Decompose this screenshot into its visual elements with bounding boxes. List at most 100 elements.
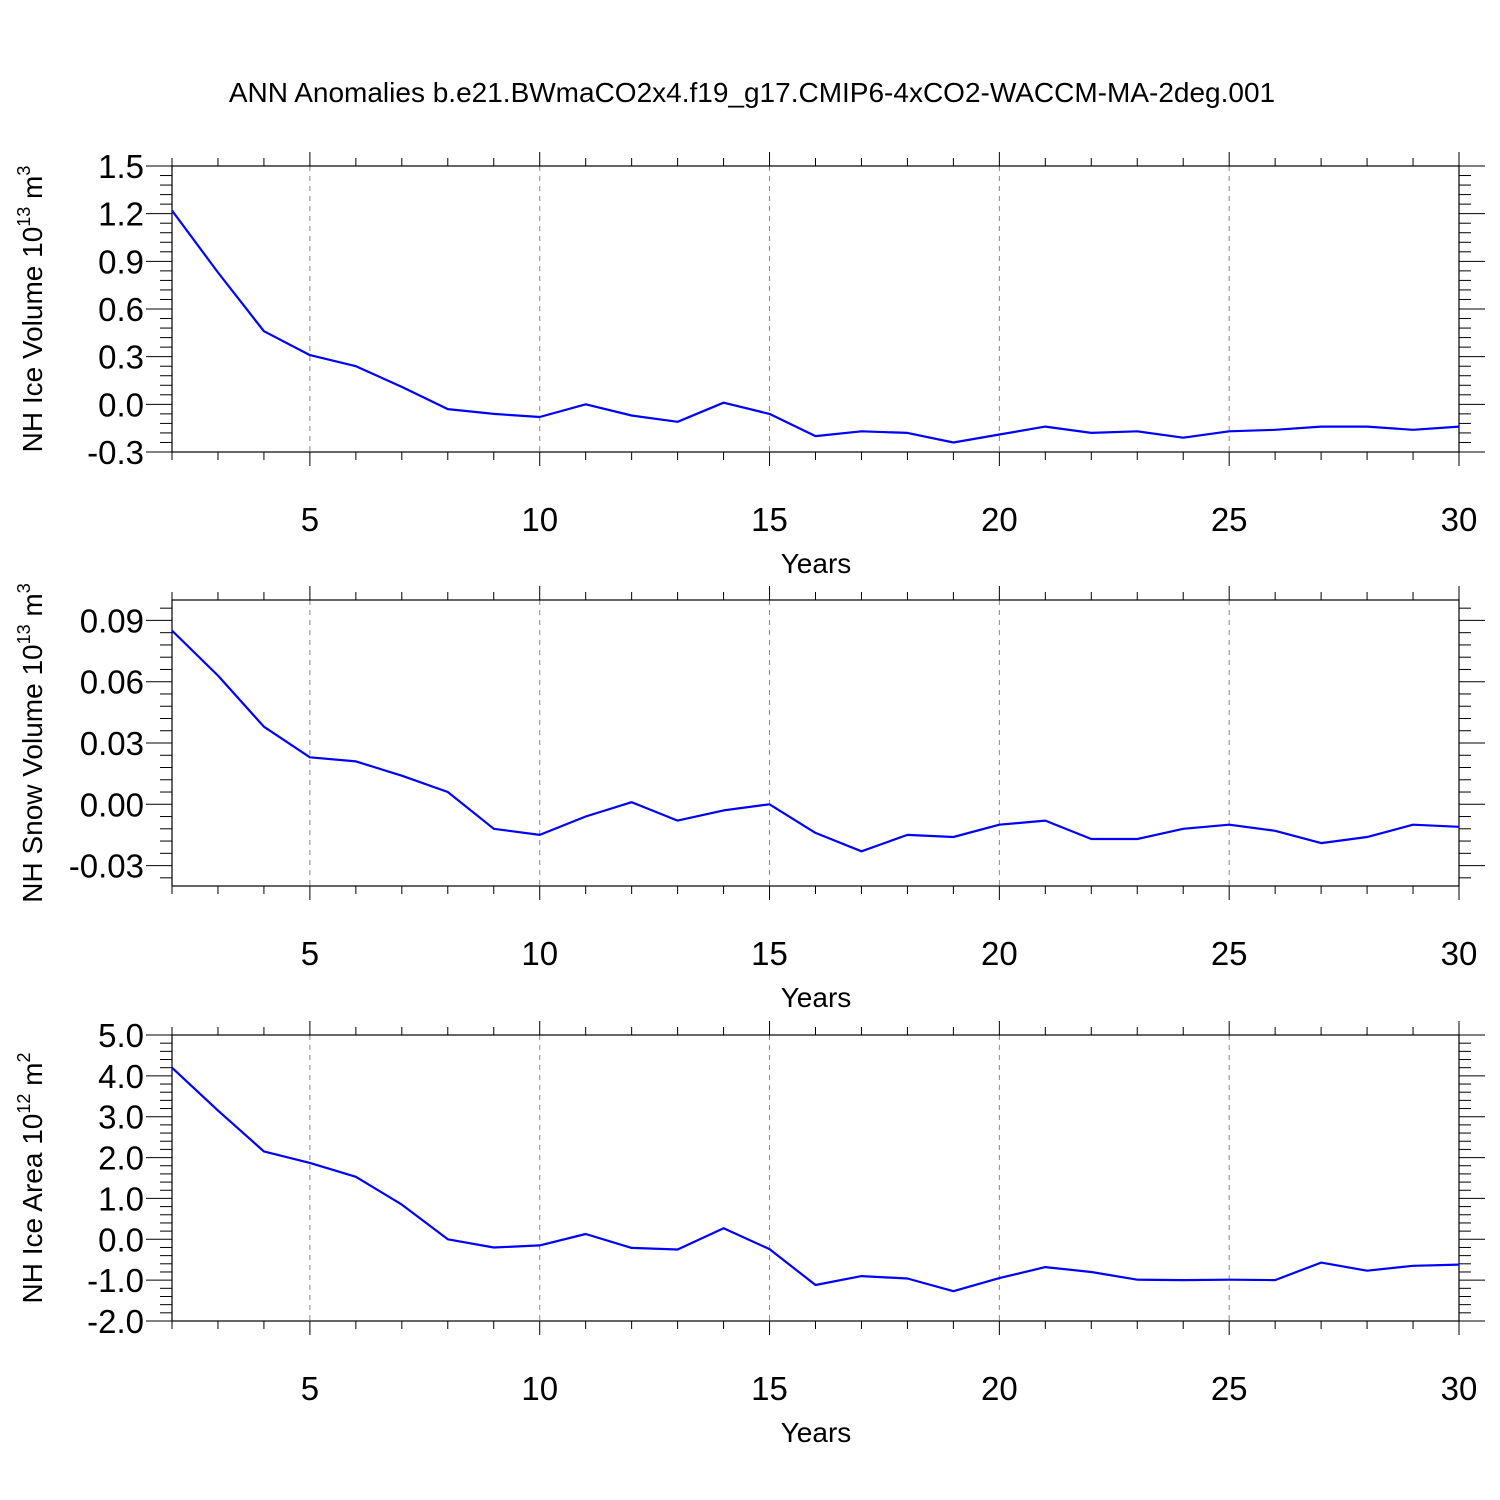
y-tick-label: -2.0: [87, 1303, 144, 1340]
data-point: [308, 353, 312, 357]
data-point: [1457, 1263, 1461, 1267]
x-tick-label: 15: [751, 1370, 788, 1407]
y-tick-label: 0.03: [80, 725, 144, 762]
data-point: [400, 1203, 404, 1207]
data-point: [170, 629, 174, 633]
data-point: [859, 429, 863, 433]
data-point: [1181, 1278, 1185, 1282]
data-point: [1411, 1264, 1415, 1268]
data-point: [1273, 428, 1277, 432]
data-point: [1319, 841, 1323, 845]
data-point: [354, 364, 358, 368]
data-point: [1411, 823, 1415, 827]
y-label-unit: m: [17, 1063, 48, 1094]
chart-panel-2: 0.09 0.06 0.03 0.00 -0.03 5 10 15 20 25 30 Years NH …: [14, 583, 1485, 1013]
data-point: [1273, 1278, 1277, 1282]
x-tick-label: 25: [1211, 935, 1248, 972]
y-tick-label: 1.5: [98, 148, 144, 185]
data-point: [1365, 425, 1369, 429]
series-line: [171, 209, 1460, 444]
y-label-text: NH Ice Volume 10: [17, 227, 48, 453]
series-line: [171, 1066, 1460, 1293]
x-tick-label: 5: [301, 501, 319, 538]
y-tick-label: 0.06: [80, 664, 144, 701]
data-point: [170, 208, 174, 212]
data-point: [768, 802, 772, 806]
data-point: [308, 755, 312, 759]
data-point: [1043, 1265, 1047, 1269]
y-tick-label: 4.0: [98, 1058, 144, 1095]
y-label-exponent: 13: [14, 207, 34, 227]
y-tick-label: -1.0: [87, 1262, 144, 1299]
data-point: [216, 674, 220, 678]
data-point: [262, 1149, 266, 1153]
data-point: [905, 1277, 909, 1281]
data-point: [951, 1289, 955, 1293]
y-tick-label: 0.6: [98, 291, 144, 328]
data-point: [630, 413, 634, 417]
data-point: [1319, 1261, 1323, 1265]
data-point: [1319, 425, 1323, 429]
data-point: [676, 1248, 680, 1252]
y-axis-label: NH Ice Volume 1013 m3: [14, 166, 48, 453]
y-tick-label: -0.03: [69, 848, 144, 885]
data-point: [676, 819, 680, 823]
x-axis-label: Years: [781, 548, 852, 579]
data-point: [905, 431, 909, 435]
y-axis-label: NH Ice Area 1012 m2: [14, 1052, 48, 1303]
y-tick-label: 0.0: [98, 1221, 144, 1258]
x-tick-label: 5: [301, 935, 319, 972]
data-point: [768, 412, 772, 416]
data-point: [446, 790, 450, 794]
data-point: [630, 800, 634, 804]
data-point: [1043, 425, 1047, 429]
data-point: [1135, 837, 1139, 841]
x-tick-label: 20: [981, 1370, 1018, 1407]
data-point: [722, 808, 726, 812]
data-point: [216, 1109, 220, 1113]
data-point: [400, 385, 404, 389]
data-point: [1043, 819, 1047, 823]
data-point: [170, 1066, 174, 1070]
data-point: [308, 1161, 312, 1165]
y-tick-label: 2.0: [98, 1140, 144, 1177]
data-point: [262, 725, 266, 729]
x-tick-label: 25: [1211, 501, 1248, 538]
data-point: [216, 270, 220, 274]
y-tick-label: 0.9: [98, 243, 144, 280]
y-label-unit-exponent: 2: [14, 1052, 34, 1062]
x-tick-label: 30: [1441, 935, 1478, 972]
data-point: [584, 815, 588, 819]
data-point: [538, 1243, 542, 1247]
y-tick-label: 0.09: [80, 602, 144, 639]
y-axis-label: NH Snow Volume 1013 m3: [14, 583, 48, 903]
x-tick-label: 30: [1441, 1370, 1478, 1407]
data-point: [1227, 1278, 1231, 1282]
data-point: [584, 402, 588, 406]
y-tick-label: 1.0: [98, 1180, 144, 1217]
y-label-text: NH Snow Volume 10: [17, 644, 48, 902]
x-tick-label: 20: [981, 935, 1018, 972]
y-tick-label: 3.0: [98, 1099, 144, 1136]
x-tick-label: 5: [301, 1370, 319, 1407]
data-point: [1273, 829, 1277, 833]
x-tick-label: 20: [981, 501, 1018, 538]
y-label-unit: m: [17, 176, 48, 207]
data-point: [1457, 425, 1461, 429]
x-tick-label: 25: [1211, 1370, 1248, 1407]
data-point: [997, 823, 1001, 827]
data-point: [997, 433, 1001, 437]
data-point: [446, 407, 450, 411]
data-point: [1089, 837, 1093, 841]
data-point: [1227, 429, 1231, 433]
data-point: [722, 401, 726, 405]
data-point: [492, 1245, 496, 1249]
data-point: [1457, 825, 1461, 829]
data-point: [446, 1237, 450, 1241]
series-line: [171, 629, 1460, 853]
data-point: [1411, 428, 1415, 432]
y-tick-label: 1.2: [98, 196, 144, 233]
data-point: [859, 849, 863, 853]
data-point: [997, 1276, 1001, 1280]
y-tick-label: 5.0: [98, 1017, 144, 1054]
